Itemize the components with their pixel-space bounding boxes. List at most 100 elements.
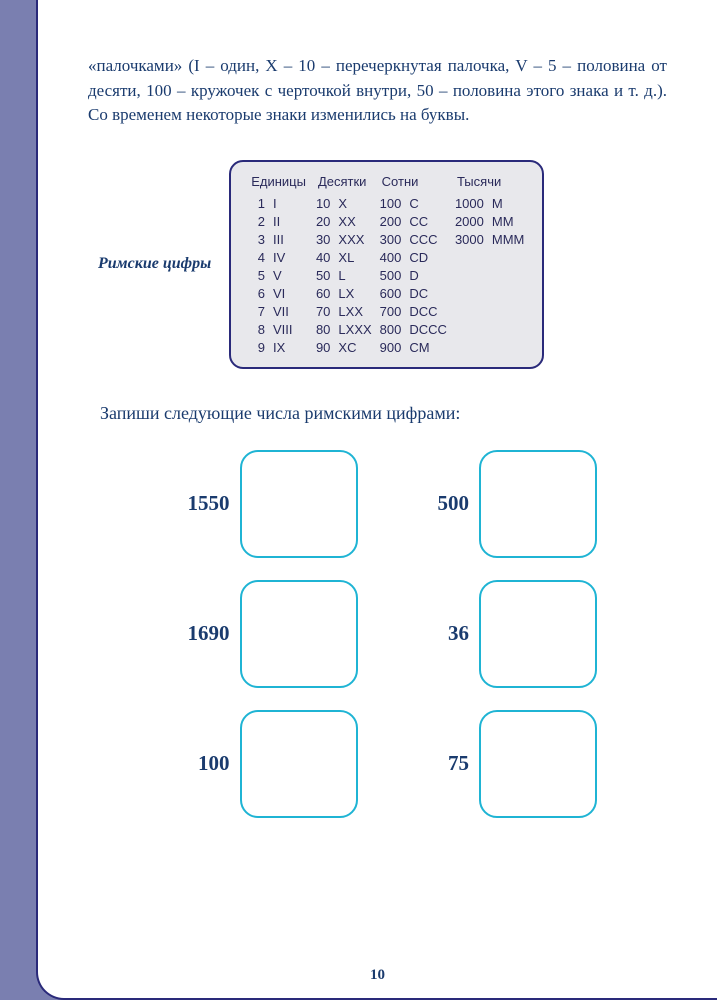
table-cell-roman: XX: [334, 213, 375, 231]
table-row: 1I10X100C1000M: [245, 195, 528, 213]
table-cell-arabic: 200: [376, 213, 406, 231]
table-cell-arabic: [451, 249, 488, 267]
table-cell-roman: CC: [405, 213, 451, 231]
table-cell-arabic: 4: [245, 249, 269, 267]
header-thousands: Тысячи: [451, 172, 528, 195]
table-cell-arabic: 30: [312, 231, 334, 249]
table-cell-arabic: [451, 339, 488, 357]
exercise-item: 36: [368, 580, 598, 688]
exercise-instruction: Запиши следующие числа римскими цифрами:: [100, 403, 667, 424]
table-cell-arabic: 3: [245, 231, 269, 249]
exercise-item: 100: [128, 710, 358, 818]
exercise-item: 500: [368, 450, 598, 558]
table-row: 9IX90XC900CM: [245, 339, 528, 357]
table-cell-roman: L: [334, 267, 375, 285]
table-cell-roman: XC: [334, 339, 375, 357]
table-cell-roman: [488, 321, 529, 339]
table-row: 2II20XX200CC2000MM: [245, 213, 528, 231]
table-cell-roman: DCCC: [405, 321, 451, 339]
table-cell-roman: CD: [405, 249, 451, 267]
table-cell-roman: V: [269, 267, 312, 285]
table-cell-roman: CM: [405, 339, 451, 357]
table-cell-roman: IX: [269, 339, 312, 357]
table-cell-roman: CCC: [405, 231, 451, 249]
table-cell-arabic: 1000: [451, 195, 488, 213]
table-cell-arabic: 50: [312, 267, 334, 285]
table-cell-roman: I: [269, 195, 312, 213]
answer-box[interactable]: [240, 450, 358, 558]
exercise-grid: 1550 500 1690 36 100 75: [88, 450, 667, 818]
table-cell-arabic: 90: [312, 339, 334, 357]
table-cell-roman: IV: [269, 249, 312, 267]
table-cell-roman: DC: [405, 285, 451, 303]
table-cell-roman: [488, 267, 529, 285]
answer-box[interactable]: [479, 450, 597, 558]
table-cell-arabic: [451, 321, 488, 339]
table-cell-arabic: 2: [245, 213, 269, 231]
roman-numerals-table: Единицы Десятки Сотни Тысячи 1I10X100C10…: [229, 160, 544, 369]
table-cell-roman: VIII: [269, 321, 312, 339]
table-cell-arabic: 6: [245, 285, 269, 303]
header-tens: Десятки: [312, 172, 376, 195]
answer-box[interactable]: [240, 710, 358, 818]
answer-box[interactable]: [240, 580, 358, 688]
exercise-number: 100: [198, 751, 230, 776]
table-cell-roman: DCC: [405, 303, 451, 321]
table-cell-arabic: 2000: [451, 213, 488, 231]
table-cell-roman: VII: [269, 303, 312, 321]
table-cell-arabic: 20: [312, 213, 334, 231]
intro-paragraph: «палочками» (I – один, X – 10 – перечерк…: [88, 54, 667, 128]
exercise-number: 1690: [188, 621, 230, 646]
table-cell-arabic: 5: [245, 267, 269, 285]
table-cell-roman: [488, 339, 529, 357]
table-cell-arabic: 100: [376, 195, 406, 213]
table-cell-arabic: 1: [245, 195, 269, 213]
header-hundreds: Сотни: [376, 172, 451, 195]
table-cell-arabic: 8: [245, 321, 269, 339]
exercise-item: 1550: [128, 450, 358, 558]
table-cell-roman: III: [269, 231, 312, 249]
exercise-number: 75: [448, 751, 469, 776]
table-cell-roman: X: [334, 195, 375, 213]
table-row: 4IV40XL400CD: [245, 249, 528, 267]
table-cell-arabic: [451, 267, 488, 285]
table-cell-arabic: 500: [376, 267, 406, 285]
table-cell-roman: D: [405, 267, 451, 285]
table-cell-roman: II: [269, 213, 312, 231]
answer-box[interactable]: [479, 580, 597, 688]
exercise-number: 1550: [188, 491, 230, 516]
table-row: 6VI60LX600DC: [245, 285, 528, 303]
table-cell-arabic: 600: [376, 285, 406, 303]
answer-box[interactable]: [479, 710, 597, 818]
table-cell-arabic: 800: [376, 321, 406, 339]
table-row: 8VIII80LXXX800DCCC: [245, 321, 528, 339]
table-cell-roman: [488, 249, 529, 267]
exercise-number: 36: [448, 621, 469, 646]
table-cell-arabic: 10: [312, 195, 334, 213]
roman-table-section: Римские цифры Единицы Десятки Сотни Тыся…: [88, 160, 667, 369]
table-cell-roman: XXX: [334, 231, 375, 249]
table-cell-arabic: [451, 303, 488, 321]
table-cell-arabic: 9: [245, 339, 269, 357]
table-row: 7VII70LXX700DCC: [245, 303, 528, 321]
table-cell-arabic: 60: [312, 285, 334, 303]
table-caption: Римские цифры: [98, 255, 211, 273]
table-cell-arabic: [451, 285, 488, 303]
table-cell-roman: VI: [269, 285, 312, 303]
textbook-page: «палочками» (I – один, X – 10 – перечерк…: [36, 0, 717, 1000]
header-units: Единицы: [245, 172, 312, 195]
table-cell-arabic: 900: [376, 339, 406, 357]
table-cell-arabic: 700: [376, 303, 406, 321]
table-cell-roman: LXXX: [334, 321, 375, 339]
exercise-item: 75: [368, 710, 598, 818]
table-cell-arabic: 80: [312, 321, 334, 339]
table-row: 3III30XXX300CCC3000MMM: [245, 231, 528, 249]
page-number: 10: [38, 967, 717, 984]
table-cell-roman: [488, 285, 529, 303]
table-cell-roman: LX: [334, 285, 375, 303]
table-cell-roman: C: [405, 195, 451, 213]
table-cell-arabic: 7: [245, 303, 269, 321]
table-cell-arabic: 300: [376, 231, 406, 249]
table-row: 5V50L500D: [245, 267, 528, 285]
table-cell-roman: [488, 303, 529, 321]
